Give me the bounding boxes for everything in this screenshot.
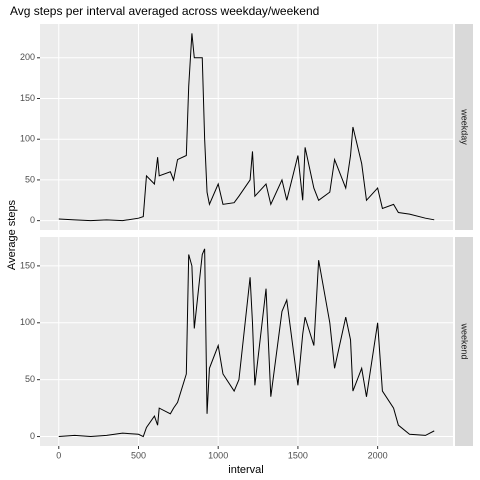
y-axis-label: Average steps	[6, 199, 18, 270]
data-line	[58, 248, 435, 438]
strip	[455, 24, 473, 230]
data-line	[58, 33, 435, 222]
y-tick-label: 0	[30, 215, 35, 225]
x-tick-label: 1000	[208, 450, 228, 460]
strip	[455, 237, 473, 446]
x-tick-label: 0	[56, 450, 61, 460]
chart-title: Avg steps per interval averaged across w…	[10, 4, 319, 18]
y-tick-label: 150	[20, 93, 35, 103]
y-tick-label: 50	[25, 174, 35, 184]
y-tick-label: 100	[20, 134, 35, 144]
y-tick-label: 200	[20, 52, 35, 62]
x-axis-label: interval	[228, 464, 263, 476]
panel-background	[40, 24, 453, 230]
x-tick-label: 500	[131, 450, 146, 460]
x-tick-label: 1500	[288, 450, 308, 460]
panel-background	[40, 237, 453, 446]
strip-label: weekday	[460, 108, 470, 145]
y-tick-label: 100	[20, 317, 35, 327]
strip-label: weekend	[460, 322, 470, 359]
y-tick-label: 50	[25, 374, 35, 384]
y-tick-label: 150	[20, 260, 35, 270]
y-tick-label: 0	[30, 431, 35, 441]
x-tick-label: 2000	[368, 450, 388, 460]
